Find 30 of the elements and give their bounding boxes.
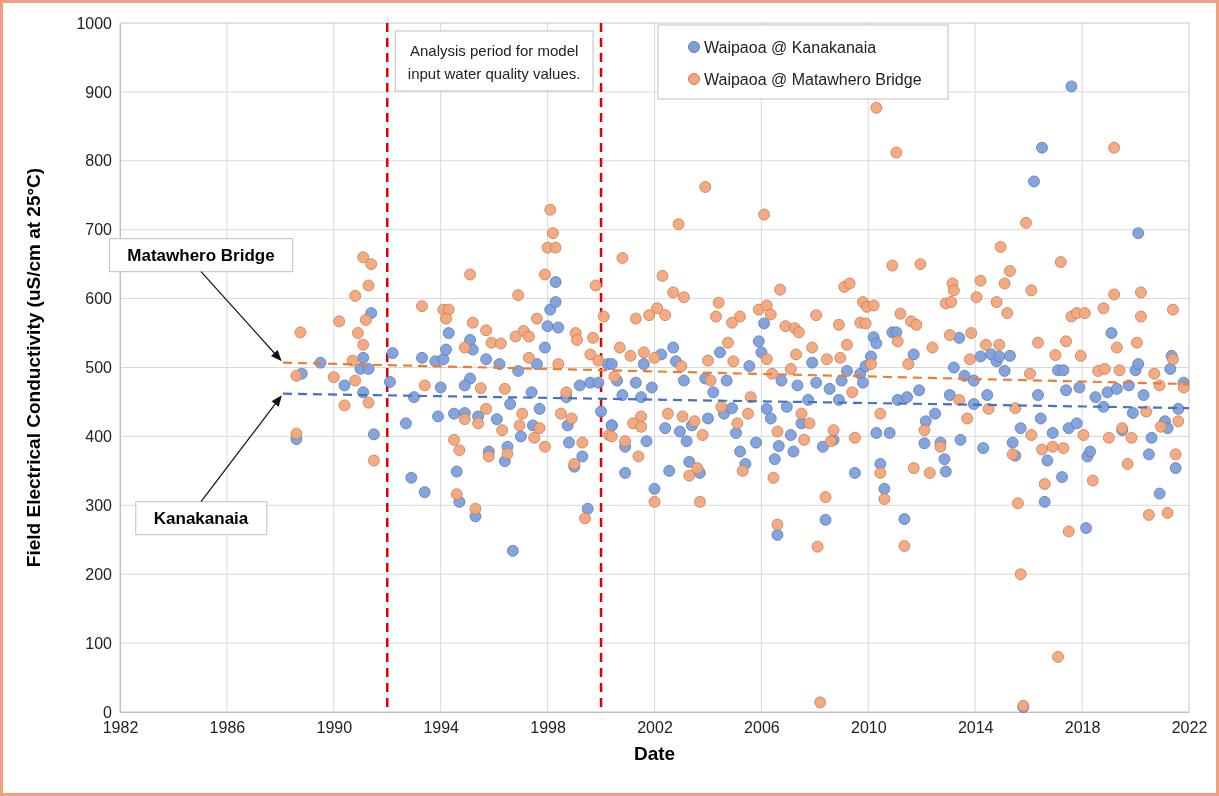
x-tick-label: 1982 [102,719,139,737]
y-tick-label: 500 [85,359,113,377]
x-axis-title: Date [633,743,676,764]
y-tick-label: 0 [103,703,113,721]
x-tick-label: 1986 [209,719,246,737]
y-tick-label: 700 [85,221,113,239]
y-tick-label: 600 [85,290,113,308]
x-tick-label: 2002 [637,719,673,737]
x-tick-label: 2006 [744,719,780,737]
legend-label: Waipaoa @ Matawhero Bridge [704,71,922,88]
legend-label: Waipaoa @ Kanakanaia [704,39,877,56]
annotation: Kanakanaia [153,508,249,528]
x-tick-label: 2014 [957,719,994,737]
x-tick-label: 1990 [316,719,353,737]
note-box: Analysis period for model input water quality values. [394,30,594,92]
y-axis-title: Field Electrical Conductivity (uS/cm at 25°C) [23,167,44,568]
annotation: Analysis period for model input water quality values. [407,42,581,82]
y-tick-label: 800 [85,152,113,170]
x-tick-label: 2022 [1171,719,1208,737]
y-tick-label: 900 [85,83,113,101]
y-tick-label: 100 [85,634,113,652]
y-tick-label: 1000 [76,14,113,32]
x-tick-label: 1998 [530,719,566,737]
annotation: Matawhero Bridge [127,245,275,265]
y-tick-label: 400 [85,428,113,446]
x-tick-label: 2010 [851,719,887,737]
x-tick-label: 1994 [423,719,460,737]
y-tick-label: 200 [85,565,113,583]
x-tick-label: 2018 [1064,719,1101,737]
y-tick-label: 300 [85,496,113,514]
